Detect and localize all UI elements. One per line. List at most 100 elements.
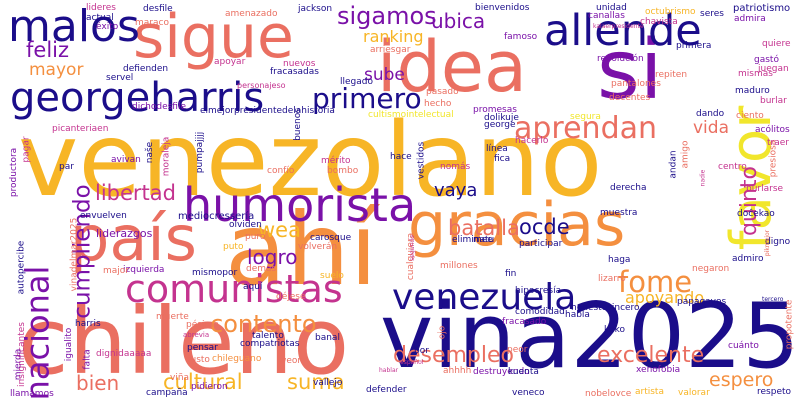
cloud-word: ranking (363, 27, 424, 46)
cloud-word: déjese (276, 292, 306, 302)
cloud-word: negaron (692, 264, 730, 274)
cloud-word: idea (377, 26, 527, 108)
cloud-word: harris (75, 319, 101, 329)
cloud-word: chavista (640, 17, 678, 27)
cloud-word: muerte (156, 312, 189, 322)
cloud-word: honestosincero (571, 303, 640, 313)
cloud-word: george (484, 120, 516, 130)
cloud-word: hacerlo (515, 136, 549, 146)
cloud-word: vaya (434, 180, 478, 201)
cloud-word: vina2025 (380, 284, 800, 389)
cloud-word: moraleja (161, 136, 172, 177)
cloud-word: eliminatu (452, 235, 495, 245)
cloud-word: viña (170, 373, 190, 383)
cloud-word: naše (145, 141, 156, 164)
cloud-word: compatriotas (240, 339, 300, 349)
cloud-word: vestidos (416, 141, 427, 180)
cloud-word: valorar (678, 388, 710, 398)
cloud-word: destruyendo (473, 367, 530, 377)
cloud-word: ubica (431, 9, 486, 33)
cloud-word: cultismointelectual (368, 110, 454, 120)
cloud-word: primera (676, 41, 712, 51)
cloud-word: pésimo (186, 320, 219, 330)
cloud-word: si (597, 23, 663, 118)
cloud-word: excelente (597, 343, 705, 368)
cloud-word: octubrismo (645, 7, 696, 17)
cloud-word: segura (570, 112, 601, 122)
cloud-word: major (103, 266, 129, 276)
cloud-word: personajeso (237, 81, 286, 90)
cloud-word: ojo (437, 325, 448, 340)
cloud-word: pikmejor (764, 229, 772, 257)
cloud-word: haga (608, 255, 631, 265)
cloud-word: libertad (95, 181, 176, 205)
cloud-word: venezuela (392, 277, 577, 318)
cloud-word: bor (414, 346, 429, 356)
cloud-word: doĉekao (737, 209, 775, 219)
cloud-word: patriotismo (733, 3, 791, 14)
cloud-word: segundo (408, 235, 416, 261)
cloud-word: quiere (762, 39, 791, 49)
cloud-word: fracasado (502, 317, 547, 327)
cloud-word: español (400, 359, 424, 366)
cloud-word: dignidaaaaa (96, 349, 152, 359)
cloud-word: ahhhh (443, 366, 472, 376)
cloud-word: hipocresía (515, 286, 562, 296)
cloud-word: hecho (424, 99, 452, 109)
cloud-word: contento (210, 310, 317, 338)
cloud-word: amigo (680, 140, 691, 169)
cloud-word: xenofobia (636, 365, 681, 375)
cloud-word: liderazgos (96, 227, 153, 240)
cloud-word: desempleo (393, 343, 514, 368)
cloud-word: espero (709, 369, 774, 391)
cloud-word: fome (618, 265, 693, 299)
cloud-word: maduro (735, 86, 770, 96)
cloud-word: logro (247, 245, 298, 269)
cloud-word: aquí (243, 282, 263, 292)
cloud-word: canallas (588, 11, 625, 21)
cloud-word: andan (668, 150, 679, 179)
cloud-word: autopercibe (16, 240, 27, 295)
cloud-word: derecha (610, 183, 647, 193)
cloud-word: malos (8, 1, 140, 52)
cloud-word: respeto (757, 387, 792, 397)
cloud-word: promesas (473, 105, 517, 115)
cloud-word: picanteriaen (52, 124, 109, 134)
cloud-word: pensar (187, 343, 218, 353)
cloud-word: kako (604, 325, 625, 335)
cloud-word: ocde (519, 215, 570, 239)
cloud-word: fica (494, 154, 511, 164)
cloud-word: batalla (448, 216, 520, 240)
cloud-word: éxito (96, 22, 119, 32)
cloud-word: fracasadas (270, 67, 319, 77)
cloud-word: allende (544, 6, 702, 56)
cloud-word: suelo (320, 271, 344, 281)
cloud-word: actual (86, 13, 114, 23)
cloud-word: pidieron (191, 382, 228, 392)
cloud-word: vida (693, 118, 729, 138)
cloud-word: revolución (597, 54, 644, 64)
cloud-word: tercero (762, 296, 784, 303)
cloud-word: fin (505, 269, 517, 279)
cloud-word: línea (486, 144, 508, 154)
cloud-word: admira (734, 14, 766, 24)
cloud-word: propotente (784, 299, 795, 350)
cloud-word: gastó (754, 55, 779, 65)
cloud-word: bombo (327, 166, 359, 176)
cloud-word: defienden (123, 64, 169, 74)
cloud-word: vallejo (313, 378, 343, 388)
cloud-word: jackson (298, 4, 333, 14)
cloud-word: juegan (758, 64, 789, 74)
cloud-word: volverán (298, 242, 338, 252)
cloud-word: weon (279, 356, 304, 366)
cloud-word: acólitos (755, 125, 790, 135)
cloud-word: apoyando (625, 288, 705, 307)
cloud-word: traer (767, 138, 789, 148)
cloud-word: nadie (699, 169, 707, 187)
cloud-word: carosque (310, 233, 352, 243)
cloud-word: lideres (86, 3, 116, 13)
cloud-word: comodidad (515, 307, 565, 317)
cloud-word: georgeharris (10, 75, 265, 121)
cloud-word: mee (473, 235, 493, 245)
